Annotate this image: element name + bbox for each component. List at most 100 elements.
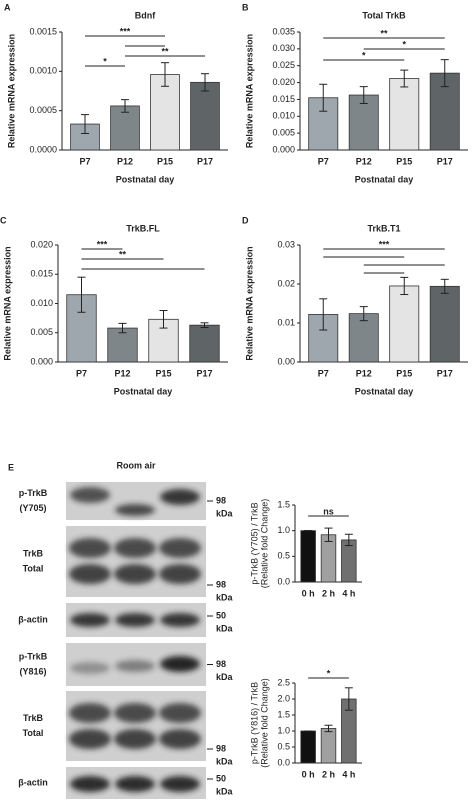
y-tick-label: 0.010 [272, 111, 295, 121]
blot-band [114, 703, 156, 723]
x-tick-label: 2 h [322, 588, 335, 598]
marker-label: kDa [216, 786, 234, 796]
row-label: (Y705) [19, 503, 46, 513]
error-bar [161, 62, 169, 87]
bar [389, 78, 420, 151]
blot-band [70, 662, 110, 674]
error-bar [319, 83, 328, 112]
y-axis-label: (Relative fold Change) [259, 678, 269, 768]
x-axis-label: Postnatal day [116, 174, 175, 184]
x-tick-label: P17 [437, 156, 453, 166]
y-tick-label: 0.015 [272, 94, 295, 104]
blot-band [114, 729, 156, 749]
x-tick-label: 4 h [342, 588, 355, 598]
error-bar [81, 114, 89, 134]
marker-label: 98 [216, 579, 226, 589]
y-tick-label: 0.0 [277, 576, 290, 586]
bar [190, 81, 220, 151]
blot-band [115, 660, 155, 672]
significance-label: * [103, 56, 107, 66]
row-label: (Y816) [19, 666, 46, 676]
bar [389, 285, 420, 363]
marker-label: 50 [216, 773, 226, 783]
y-axis-label: p-TrkB (Y816) / TrkB [249, 682, 259, 764]
chart-title: Bdnf [135, 10, 156, 20]
x-tick-label: 2 h [322, 769, 335, 779]
y-tick-label: 0.0010 [29, 66, 57, 76]
x-tick-label: 0 h [302, 588, 315, 598]
y-tick-label: 0.020 [30, 239, 53, 249]
y-tick-label: 0.0015 [29, 26, 57, 36]
significance-label: ** [161, 46, 169, 56]
significance-label: * [327, 668, 331, 678]
error-bar [400, 276, 409, 296]
blot-band [159, 538, 201, 558]
significance-label: ** [119, 249, 127, 259]
row-label: Total [23, 563, 44, 573]
blot-band [160, 656, 200, 672]
blot-band [70, 776, 110, 792]
y-tick-label: 0.010 [30, 298, 53, 308]
x-tick-label: P17 [196, 368, 212, 378]
x-tick-label: P15 [396, 368, 412, 378]
error-bar [121, 99, 129, 113]
x-tick-label: P12 [117, 156, 133, 166]
marker-label: kDa [216, 592, 234, 602]
error-bar [324, 724, 333, 733]
blot-band [115, 613, 155, 627]
marker-label: kDa [216, 756, 234, 766]
y-axis-label: Relative mRNA expression [244, 34, 254, 148]
y-tick-label: 0.020 [272, 77, 295, 87]
y-axis-label: Relative mRNA expression [2, 246, 12, 360]
marker-label: kDa [216, 508, 234, 518]
blot-band [159, 564, 201, 584]
blot-band [115, 776, 155, 792]
x-axis-label: Postnatal day [355, 386, 414, 396]
marker-label: 50 [216, 610, 226, 620]
x-tick-label: P7 [318, 156, 329, 166]
blot-band [115, 504, 155, 516]
bar [429, 285, 460, 363]
error-bar [440, 278, 449, 294]
error-bar [344, 533, 353, 547]
x-tick-label: P12 [356, 156, 372, 166]
marker-label: 98 [216, 495, 226, 505]
bar [110, 105, 140, 151]
panel-letter: B [242, 2, 249, 12]
blot-title: Room air [116, 460, 156, 470]
x-tick-label: P15 [396, 156, 412, 166]
x-tick-label: P17 [437, 368, 453, 378]
panel-letter: E [8, 462, 14, 472]
y-tick-label: 0.00 [277, 356, 295, 366]
error-bar [77, 276, 86, 313]
row-label: p-TrkB [19, 651, 48, 661]
bar [348, 313, 379, 363]
significance-label: * [402, 39, 406, 49]
blot-band [69, 538, 111, 558]
significance-label: ns [323, 506, 334, 516]
significance-label: *** [379, 239, 390, 249]
row-label: Total [23, 728, 44, 738]
y-tick-label: 0.0005 [29, 105, 57, 115]
bar [320, 728, 337, 764]
y-tick-label: 1.5 [277, 499, 290, 509]
chart-title: TrkB.FL [126, 223, 160, 233]
x-tick-label: P17 [197, 156, 213, 166]
error-bar [201, 73, 209, 92]
row-label: p-TrkB [19, 488, 48, 498]
bar [107, 327, 138, 363]
y-tick-label: 0.02 [277, 278, 295, 288]
x-tick-label: P15 [155, 368, 171, 378]
bar [300, 530, 316, 583]
bar [341, 539, 357, 583]
row-label: TrkB [23, 713, 44, 723]
bar [189, 324, 220, 363]
error-bar [400, 69, 409, 88]
y-tick-label: 0.015 [30, 269, 53, 279]
chart-title: TrkB.T1 [367, 223, 400, 233]
y-axis-label: p-TrkB (Y705) / TrkB [249, 502, 259, 584]
panel-letter: A [4, 2, 11, 12]
y-tick-label: 0.030 [272, 43, 295, 53]
x-tick-label: P7 [318, 368, 329, 378]
